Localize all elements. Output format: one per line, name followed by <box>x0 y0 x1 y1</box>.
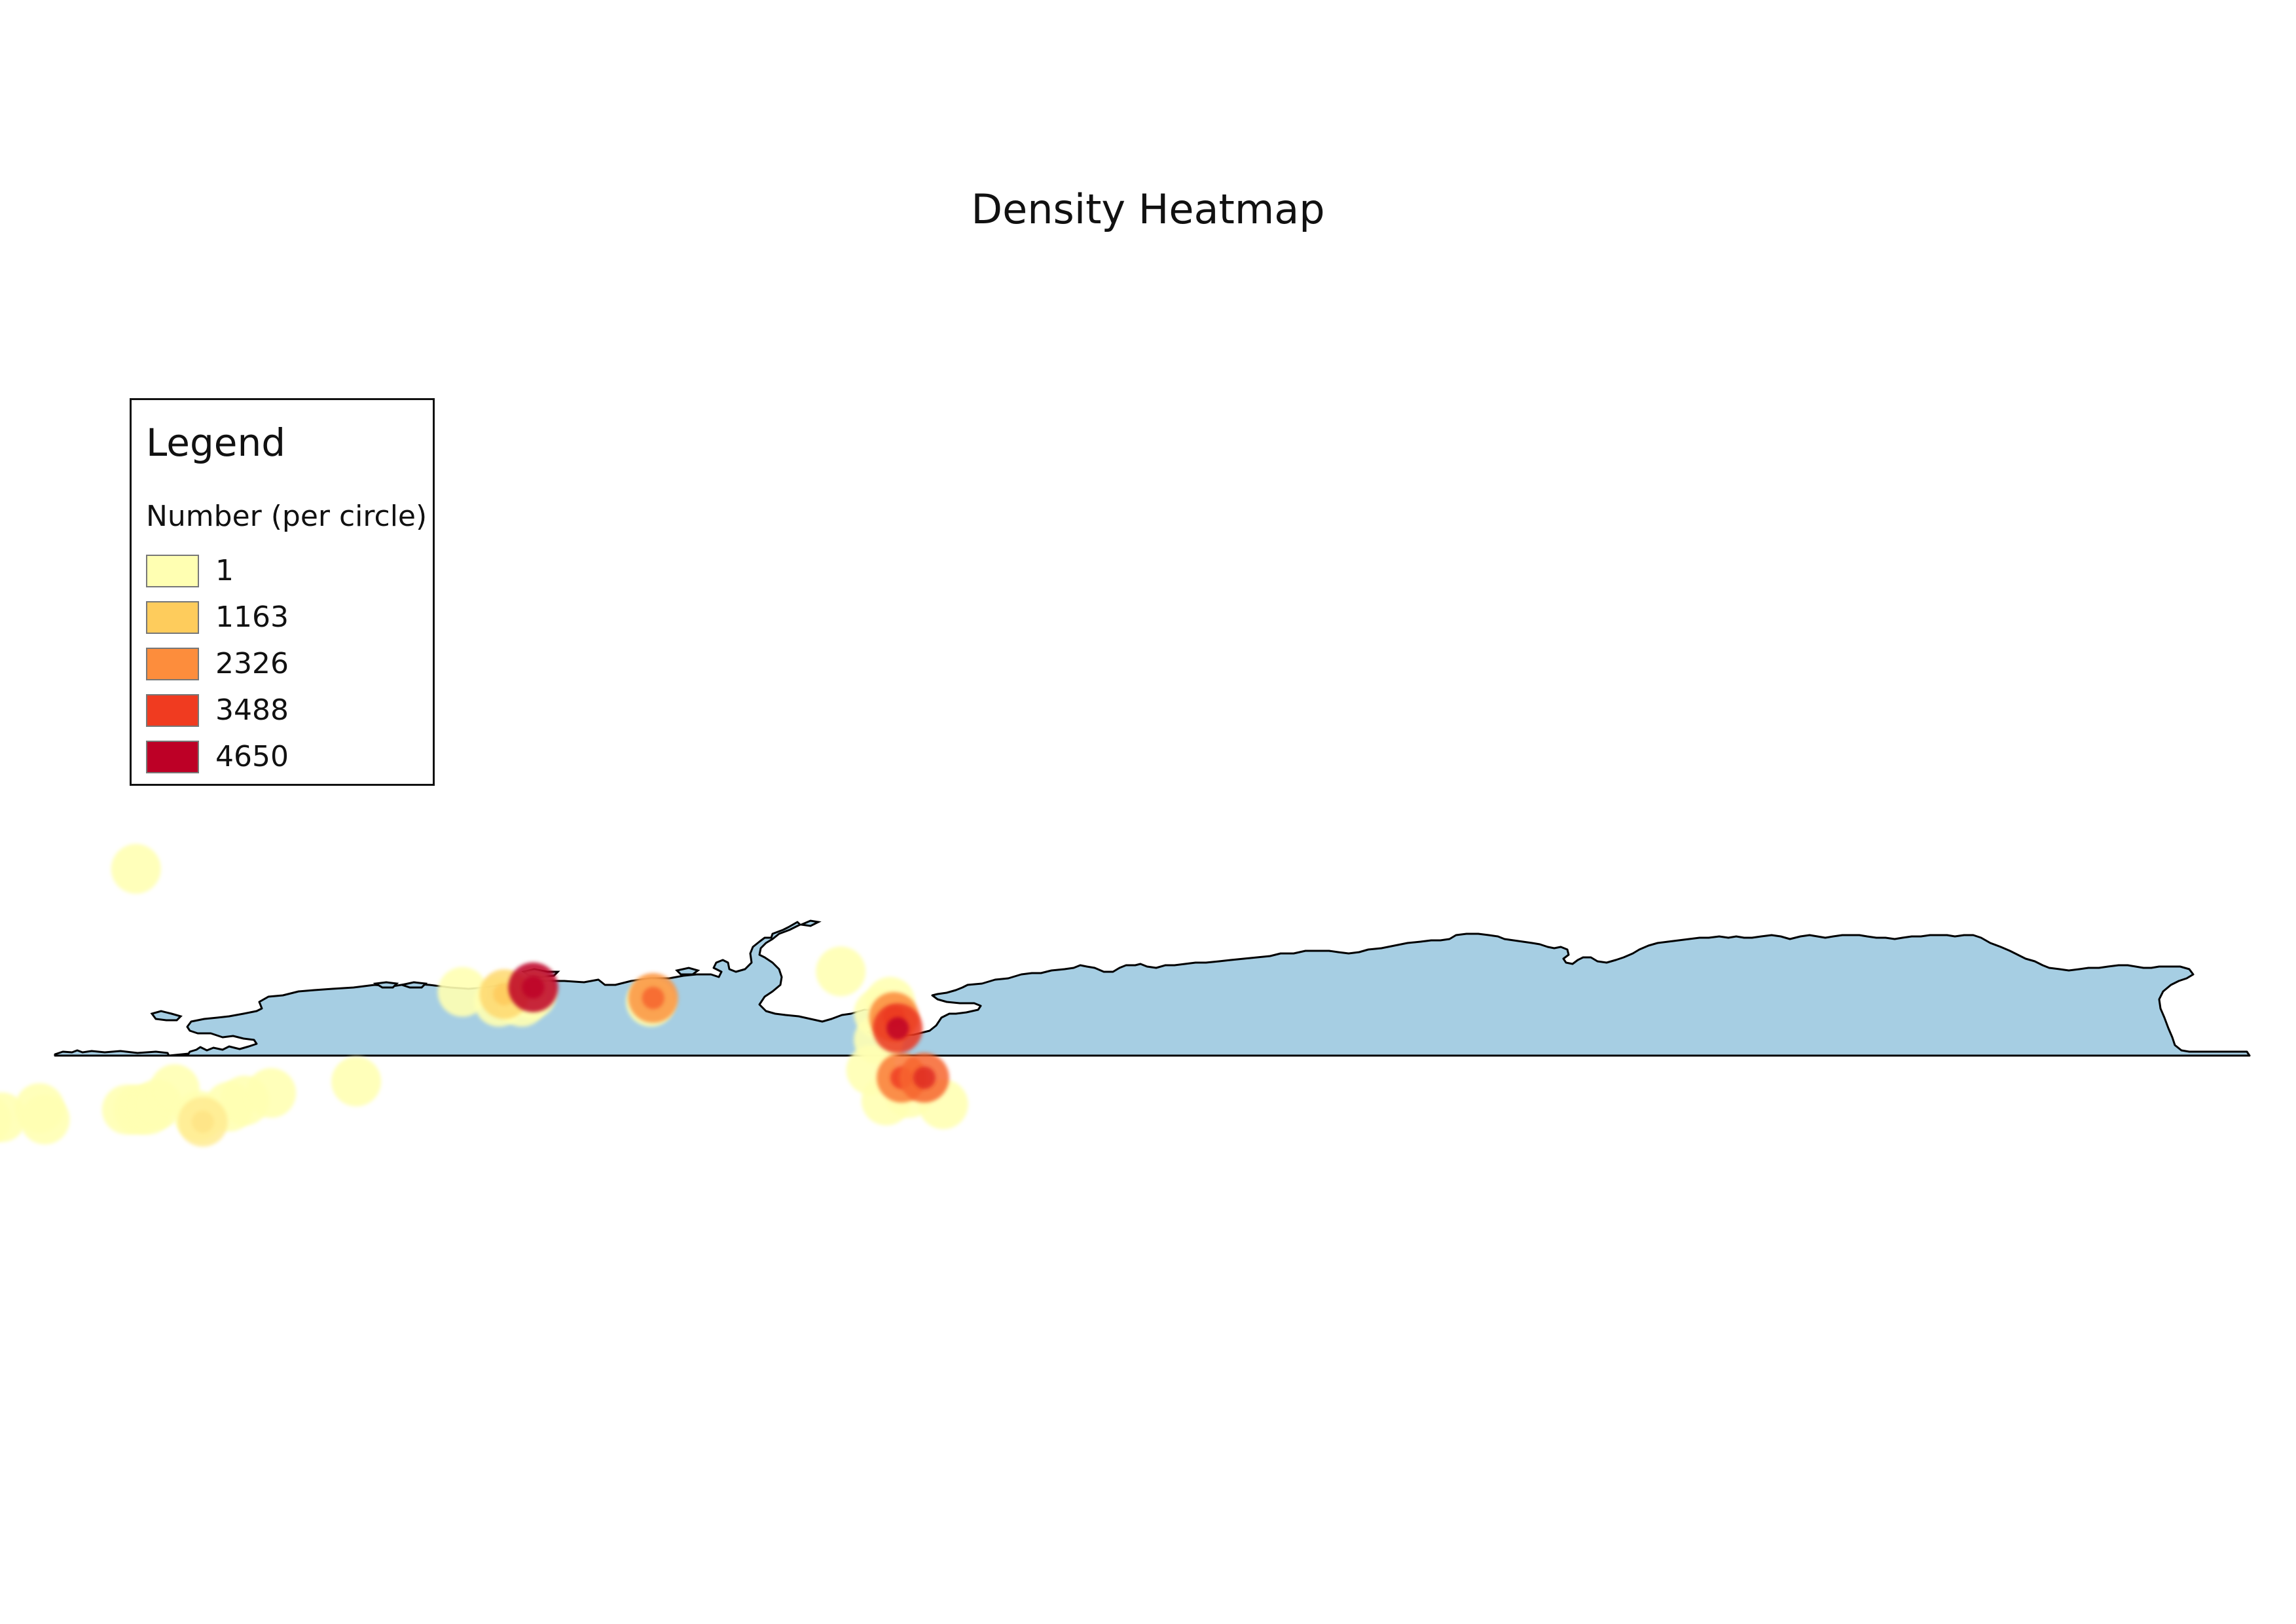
legend-swatch <box>146 601 199 634</box>
heat-point-circle <box>20 1094 70 1145</box>
heatmap-layer <box>0 843 968 1147</box>
heat-point <box>873 1003 923 1054</box>
legend-box: Legend Number (per circle) 1 1163 2326 3… <box>130 398 435 786</box>
heat-point <box>628 973 678 1023</box>
island-shape <box>373 981 399 989</box>
island-shape <box>797 919 822 927</box>
island-shape <box>675 967 701 976</box>
legend-swatch <box>146 555 199 587</box>
heat-point <box>508 962 558 1012</box>
legend-item: 3488 <box>146 693 408 729</box>
legend-label: 3488 <box>215 693 289 727</box>
antarctica-landmass <box>54 919 2251 1057</box>
legend-label: 1163 <box>215 600 289 634</box>
island-shape <box>150 1010 183 1022</box>
heat-point-core <box>522 976 545 999</box>
coastline-shape <box>54 921 2251 1057</box>
heat-point-circle <box>816 946 866 997</box>
legend-item: 1163 <box>146 600 408 637</box>
heat-point-core <box>886 1017 909 1040</box>
heat-point <box>177 1097 228 1147</box>
heat-point <box>111 843 161 894</box>
heat-point-core <box>913 1066 936 1089</box>
legend-swatch <box>146 694 199 727</box>
island-shape <box>398 981 428 989</box>
legend-item: 1 <box>146 554 408 590</box>
map-title: Density Heatmap <box>971 185 1325 233</box>
legend-label: 2326 <box>215 647 289 680</box>
heat-point <box>899 1052 949 1103</box>
heat-point-core <box>642 986 665 1010</box>
legend-item: 4650 <box>146 740 408 776</box>
heat-point <box>331 1056 382 1107</box>
legend-swatch <box>146 741 199 773</box>
heat-point-circle <box>111 843 161 894</box>
heat-point-core <box>191 1110 214 1134</box>
heat-point <box>20 1094 70 1145</box>
heat-point <box>246 1068 297 1118</box>
legend-subtitle: Number (per circle) <box>146 500 428 533</box>
heat-point <box>816 946 866 997</box>
legend-swatch <box>146 648 199 680</box>
legend-label: 1 <box>215 554 234 587</box>
legend-label: 4650 <box>215 740 289 773</box>
legend-item: 2326 <box>146 647 408 683</box>
heat-point-circle <box>331 1056 382 1107</box>
heat-point-circle <box>246 1068 297 1118</box>
legend-title: Legend <box>146 420 286 465</box>
